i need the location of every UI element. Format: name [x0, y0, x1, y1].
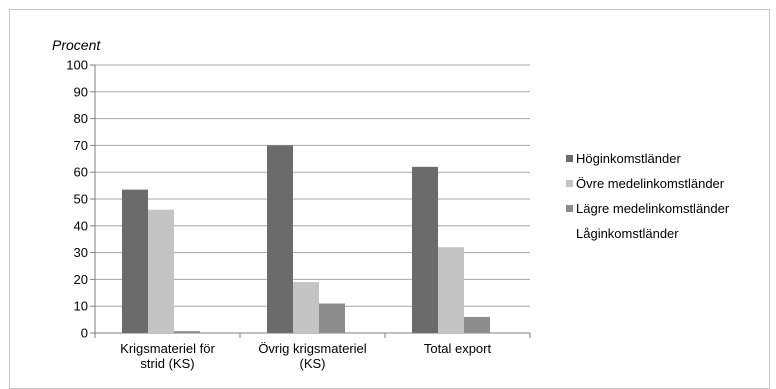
x-category-label: Krigsmateriel för: [120, 341, 215, 356]
bar: [412, 166, 438, 333]
legend-swatch: [566, 205, 573, 212]
bar: [267, 145, 293, 333]
y-tick-label: 80: [74, 111, 88, 126]
x-category-label: (KS): [300, 356, 326, 371]
bar-chart: 0 10 20 30 40 50 60 70 80 90 100 Procent Krigsmateri…: [52, 37, 730, 371]
bar: [174, 331, 200, 333]
y-tick-label: 0: [81, 326, 88, 341]
y-tick-label: 100: [66, 58, 88, 73]
y-tick-label: 50: [74, 192, 88, 207]
legend-label: Höginkomstländer: [576, 151, 681, 166]
y-tick-label: 70: [74, 138, 88, 153]
y-tick-label: 10: [74, 299, 88, 314]
legend-label: Övre medelinkomstländer: [576, 176, 725, 191]
bar: [148, 209, 174, 333]
y-tick-label: 30: [74, 245, 88, 260]
bar: [122, 189, 148, 333]
legend-label: Låginkomstländer: [576, 226, 679, 241]
x-category-label: Övrig krigsmateriel: [258, 341, 366, 356]
legend-label: Lägre medelinkomstländer: [576, 201, 730, 216]
bar: [319, 303, 345, 333]
bar: [464, 316, 490, 333]
x-category-label: Total export: [424, 341, 492, 356]
legend-swatch: [566, 230, 573, 237]
y-tick-label: 60: [74, 165, 88, 180]
x-category-label: strid (KS): [140, 356, 194, 371]
y-tick-label: 90: [74, 84, 88, 99]
legend-swatch: [566, 180, 573, 187]
bar: [293, 282, 319, 333]
y-tick-label: 40: [74, 218, 88, 233]
y-tick-label: 20: [74, 272, 88, 287]
bar: [438, 247, 464, 333]
y-axis-label: Procent: [52, 37, 101, 53]
legend-swatch: [566, 155, 573, 162]
